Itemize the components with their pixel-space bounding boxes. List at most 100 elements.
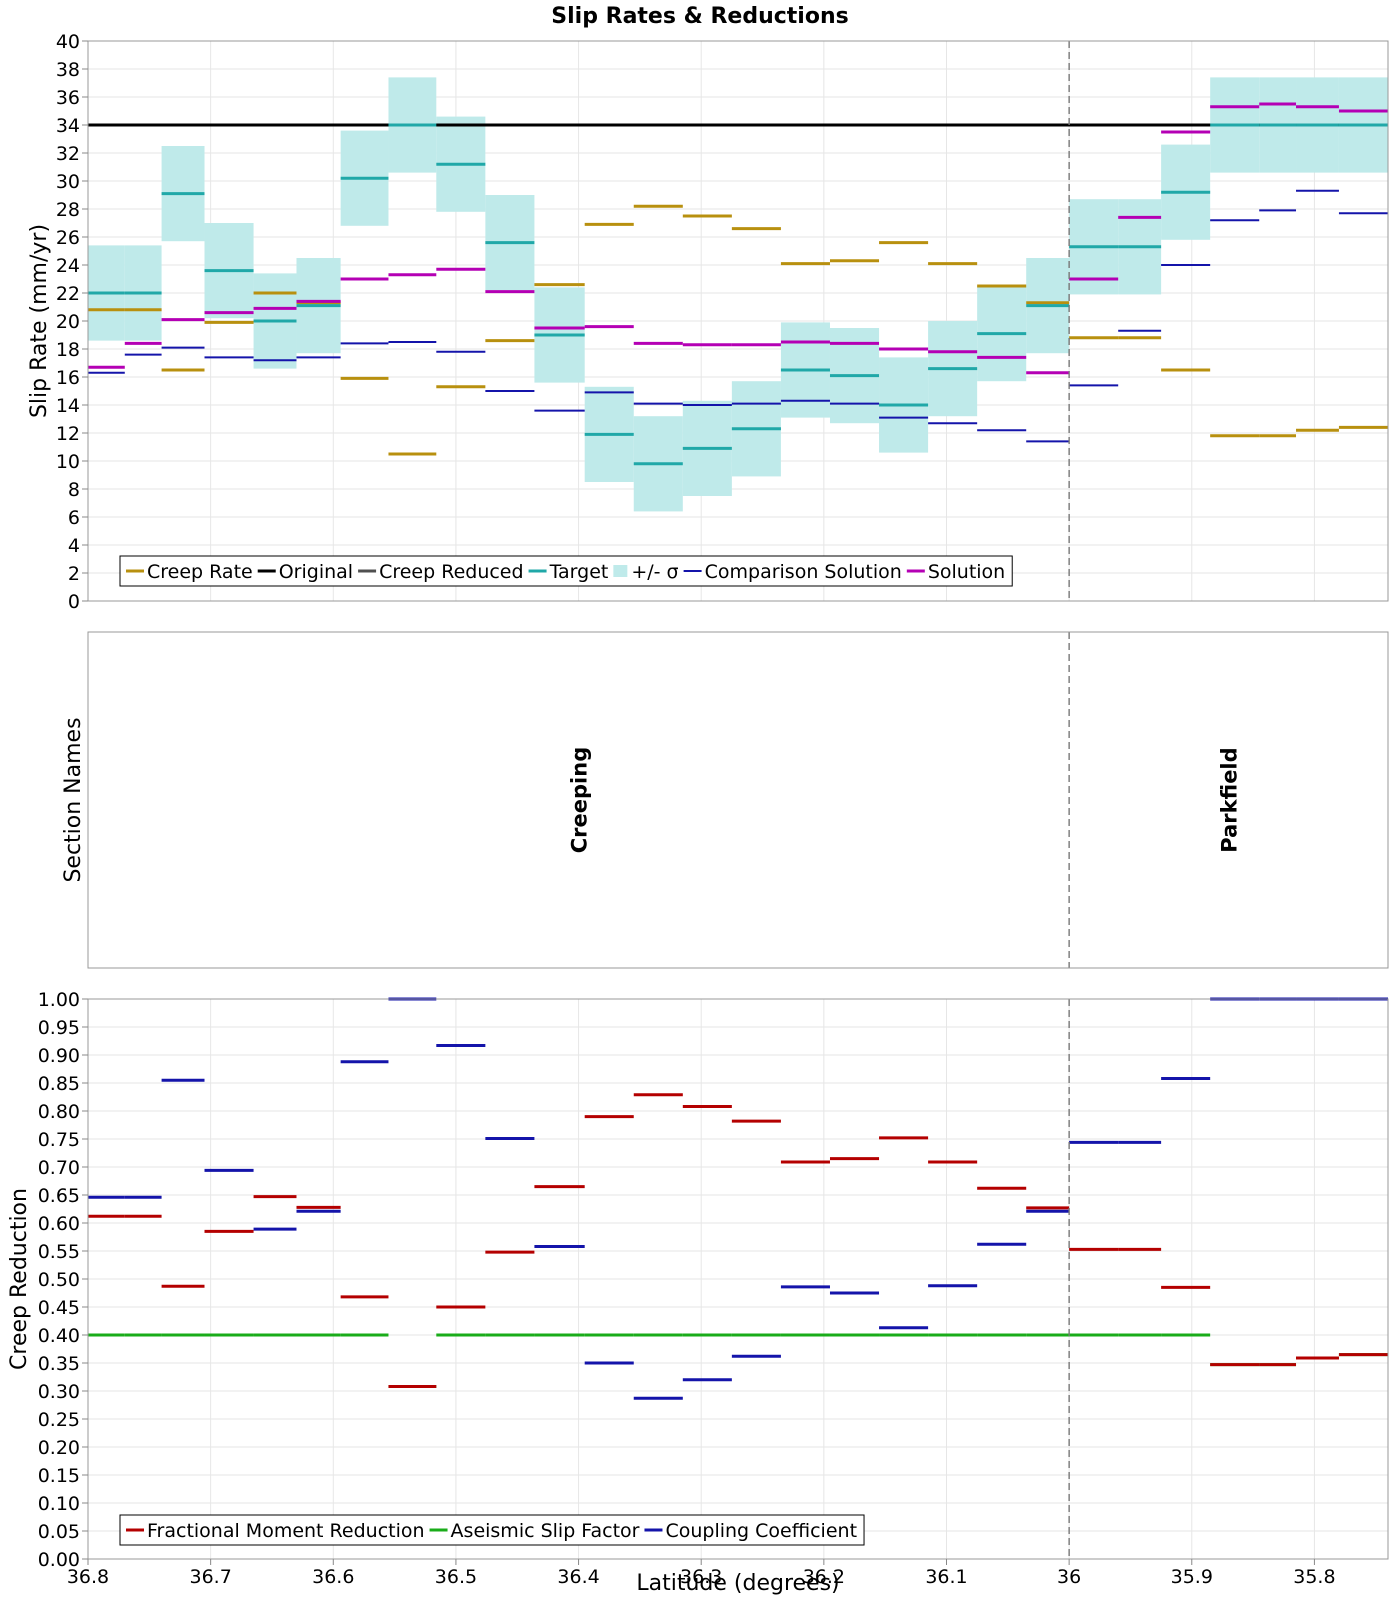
creep-reduction-y-tick-label: 0.95 <box>38 1017 80 1039</box>
legend-entry-sigma: +/- σ <box>613 561 679 583</box>
slip-rate-y-tick-label: 38 <box>56 59 80 81</box>
fractional-moment-reduction-series <box>88 1093 1388 1389</box>
latitude-x-ticks: 36.8 36.7 36.6 36.5 36.4 36.3 36.2 36.1 36 35.9 35… <box>67 1559 1336 1588</box>
section-label-parkfield: Parkfield <box>1218 747 1242 852</box>
creep-reduction-y-tick-label: 0.45 <box>38 1297 80 1319</box>
x-axis-label: Latitude (degrees) <box>636 1571 839 1596</box>
slip-rate-y-tick-label: 30 <box>56 171 80 193</box>
creep-reduction-y-tick-label: 1.00 <box>38 989 80 1011</box>
slip-rate-y-tick-label: 8 <box>68 479 80 501</box>
creep-reduction-y-tick-label: 0.40 <box>38 1325 80 1347</box>
legend-label: Aseismic Slip Factor <box>451 1520 640 1542</box>
slip-rate-y-tick-label: 34 <box>56 115 80 137</box>
comparison-solution-series <box>88 189 1388 443</box>
legend-entry-creep-rate: Creep Rate <box>126 561 253 583</box>
x-tick-label: 36.7 <box>189 1566 231 1588</box>
creep-reduction-y-tick-label: 0.50 <box>38 1269 80 1291</box>
creep-reduction-y-tick-label: 0.70 <box>38 1157 80 1179</box>
solution-series <box>88 102 1388 375</box>
legend-entry-coupling-coefficient: Coupling Coefficient <box>644 1520 857 1542</box>
creep-reduction-y-tick-label: 0.60 <box>38 1213 80 1235</box>
slip-rate-y-tick-label: 32 <box>56 143 80 165</box>
slip-rate-series <box>88 102 1388 466</box>
slip-rate-y-tick-label: 12 <box>56 423 80 445</box>
creep-reduction-y-tick-label: 0.90 <box>38 1045 80 1067</box>
creep-reduction-y-tick-label: 0.05 <box>38 1521 80 1543</box>
legend-label: Fractional Moment Reduction <box>147 1520 425 1542</box>
legend-label: Coupling Coefficient <box>665 1520 857 1542</box>
legend-swatch <box>613 565 628 577</box>
legend-entry-creep-reduced: Creep Reduced <box>358 561 524 583</box>
slip-rate-y-tick-label: 26 <box>56 227 80 249</box>
creep-reduction-y-label: Creep Reduction <box>7 1188 32 1370</box>
legend-label: Comparison Solution <box>705 561 902 583</box>
creep-reduction-y-ticks: 0.00 0.05 0.10 0.15 0.20 0.25 0.30 0.35 0.40 0.45… <box>38 989 88 1571</box>
slip-rate-y-tick-label: 22 <box>56 283 80 305</box>
slip-rate-y-label: Slip Rate (mm/yr) <box>27 224 52 418</box>
legend-label: Original <box>279 561 353 583</box>
creep-reduction-y-tick-label: 0.55 <box>38 1241 80 1263</box>
aseismic-slip-factor-series <box>88 1333 1388 1389</box>
x-tick-label: 36.3 <box>680 1566 722 1588</box>
creep-reduction-panel: 0.00 0.05 0.10 0.15 0.20 0.25 0.30 0.35 0.40 0.45… <box>7 989 1389 1588</box>
creep-reduction-y-tick-label: 0.65 <box>38 1185 80 1207</box>
slip-rate-y-tick-label: 16 <box>56 367 80 389</box>
legend-box <box>119 1514 865 1546</box>
creep-reduction-legend: Fractional Moment Reduction Aseismic Slip… <box>119 1514 865 1546</box>
x-tick-label: 35.8 <box>1293 1566 1335 1588</box>
creep-reduction-y-tick-label: 0.80 <box>38 1101 80 1123</box>
creep-reduction-y-tick-label: 0.10 <box>38 1493 80 1515</box>
x-tick-label: 36.4 <box>557 1566 599 1588</box>
slip-rate-y-tick-label: 0 <box>68 591 80 613</box>
slip-rate-y-tick-label: 18 <box>56 339 80 361</box>
legend-entry-target: Target <box>528 561 609 583</box>
slip-rate-y-tick-label: 4 <box>68 535 80 557</box>
slip-rate-y-tick-label: 40 <box>56 31 80 53</box>
slip-rate-y-tick-label: 20 <box>56 311 80 333</box>
x-tick-label: 36.8 <box>67 1566 109 1588</box>
slip-rate-y-tick-label: 24 <box>56 255 80 277</box>
slip-rate-y-tick-label: 6 <box>68 507 80 529</box>
target-series <box>88 123 1388 466</box>
creep-reduction-y-tick-label: 0.00 <box>38 1549 80 1571</box>
creep-reduction-grid <box>87 998 1388 1560</box>
x-tick-label: 36 <box>1057 1566 1081 1588</box>
creep-reduction-y-tick-label: 0.75 <box>38 1129 80 1151</box>
section-names-frame <box>87 631 1389 969</box>
slip-rate-y-tick-label: 28 <box>56 199 80 221</box>
coupling-coefficient-series <box>88 997 1388 1400</box>
legend-entry-original: Original <box>257 561 353 583</box>
slip-rate-y-tick-label: 14 <box>56 395 80 417</box>
legend-entry-solution: Solution <box>906 561 1005 583</box>
creep-reduction-y-tick-label: 0.25 <box>38 1409 80 1431</box>
slip-rate-y-tick-label: 10 <box>56 451 80 473</box>
creep-reduction-y-tick-label: 0.35 <box>38 1353 80 1375</box>
x-tick-label: 35.9 <box>1171 1566 1213 1588</box>
legend-label: Target <box>549 561 609 583</box>
x-tick-label: 36.6 <box>312 1566 354 1588</box>
legend-label: +/- σ <box>631 561 678 583</box>
x-tick-label: 36.1 <box>925 1566 967 1588</box>
section-label-creeping: Creeping <box>568 747 592 853</box>
creep-reduction-y-tick-label: 0.20 <box>38 1437 80 1459</box>
x-tick-label: 36.2 <box>803 1566 845 1588</box>
slip-rate-y-tick-label: 2 <box>68 563 80 585</box>
legend-entry-fractional-moment-reduction: Fractional Moment Reduction <box>126 1520 425 1542</box>
creep-rate-series <box>88 204 1388 456</box>
chart-title: Slip Rates & Reductions <box>551 4 848 29</box>
slip-rate-y-tick-label: 36 <box>56 87 80 109</box>
x-tick-label: 36.5 <box>435 1566 477 1588</box>
legend-label: Creep Reduced <box>379 561 523 583</box>
section-names-panel: Section Names Creeping Parkfield <box>61 631 1389 969</box>
legend-entry-aseismic-slip-factor: Aseismic Slip Factor <box>429 1520 640 1542</box>
section-names-y-label: Section Names <box>61 717 86 882</box>
slip-rate-legend: Creep Rate Original Creep Reduced Target +/-… <box>119 555 1013 587</box>
legend-label: Solution <box>928 561 1005 583</box>
creep-reduction-series <box>88 997 1388 1400</box>
legend-entry-comparison-solution: Comparison Solution <box>683 561 902 583</box>
legend-label: Creep Rate <box>147 561 253 583</box>
creep-reduction-y-tick-label: 0.85 <box>38 1073 80 1095</box>
